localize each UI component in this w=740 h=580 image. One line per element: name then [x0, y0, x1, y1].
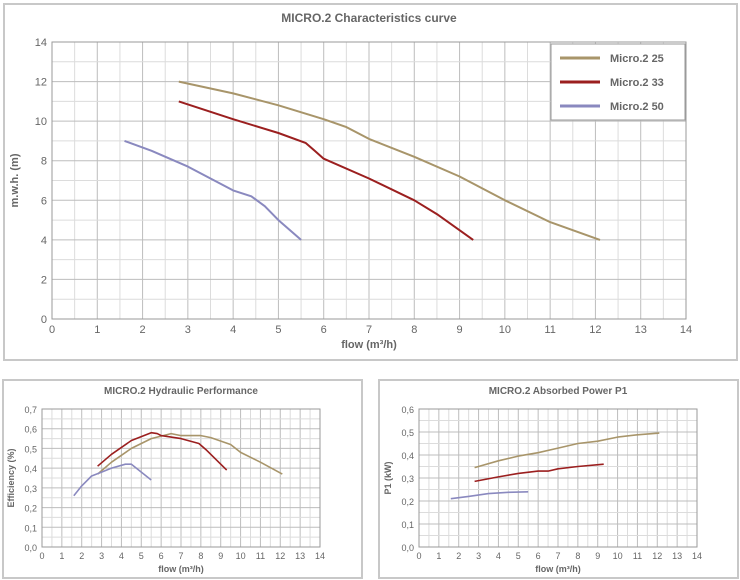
y-tick-label: 0,0 [24, 543, 37, 553]
y-axis-label: P1 (kW) [383, 461, 393, 494]
x-tick-label: 6 [159, 551, 164, 561]
x-tick-label: 14 [315, 551, 325, 561]
y-tick-label: 0,3 [24, 484, 37, 494]
x-tick-label: 4 [119, 551, 124, 561]
y-tick-label: 0,1 [24, 523, 37, 533]
y-tick-label: 2 [41, 274, 47, 286]
y-tick-label: 0,5 [24, 444, 37, 454]
x-tick-label: 3 [476, 551, 481, 561]
y-tick-label: 0,2 [24, 504, 37, 514]
x-tick-label: 9 [218, 551, 223, 561]
x-tick-label: 1 [436, 551, 441, 561]
x-tick-label: 10 [499, 324, 511, 336]
series-line-micro-2-25 [178, 80, 601, 241]
x-tick-label: 4 [230, 324, 236, 336]
x-tick-label: 5 [139, 551, 144, 561]
x-tick-label: 13 [295, 551, 305, 561]
x-tick-label: 2 [79, 551, 84, 561]
x-tick-label: 7 [178, 551, 183, 561]
y-tick-label: 0,5 [401, 428, 414, 438]
plot-area [418, 408, 698, 548]
y-axis-label: m.w.h. (m) [9, 153, 21, 207]
x-tick-label: 12 [652, 551, 662, 561]
x-tick-label: 2 [456, 551, 461, 561]
plot-area [51, 41, 687, 320]
y-tick-label: 0,2 [401, 497, 414, 507]
series-line-micro-2-33 [474, 463, 604, 483]
x-tick-label: 13 [672, 551, 682, 561]
y-tick-label: 4 [41, 235, 47, 247]
y-tick-label: 0 [41, 314, 47, 326]
y-tick-label: 8 [41, 156, 47, 168]
x-tick-label: 7 [366, 324, 372, 336]
x-tick-label: 2 [140, 324, 146, 336]
x-tick-label: 8 [198, 551, 203, 561]
x-tick-label: 3 [185, 324, 191, 336]
x-tick-label: 11 [256, 551, 265, 561]
legend-label: Micro.2 25 [610, 53, 664, 65]
series-line-micro-2-50 [124, 139, 302, 241]
y-tick-label: 0,4 [401, 451, 414, 461]
x-axis-label: flow (m³/h) [341, 339, 397, 351]
x-tick-label: 5 [516, 551, 521, 561]
x-tick-label: 0 [49, 324, 55, 336]
y-tick-label: 0,4 [24, 464, 37, 474]
x-tick-label: 6 [536, 551, 541, 561]
x-tick-label: 0 [416, 551, 421, 561]
y-tick-label: 14 [35, 37, 47, 49]
y-tick-label: 0,6 [24, 425, 37, 435]
chart-title: MICRO.2 Characteristics curve [281, 11, 457, 25]
x-axis-label: flow (m³/h) [158, 564, 204, 574]
y-tick-label: 0,6 [401, 405, 414, 415]
x-tick-label: 7 [555, 551, 560, 561]
x-tick-label: 6 [321, 324, 327, 336]
x-tick-label: 11 [633, 551, 642, 561]
x-tick-label: 9 [595, 551, 600, 561]
series-line-micro-2-33 [178, 100, 474, 241]
y-tick-label: 0,7 [24, 405, 37, 415]
x-tick-label: 10 [613, 551, 623, 561]
x-tick-label: 14 [680, 324, 692, 336]
y-tick-label: 0,0 [401, 543, 414, 553]
y-tick-label: 6 [41, 195, 47, 207]
y-tick-label: 0,3 [401, 474, 414, 484]
series-line-micro-2-33 [97, 431, 228, 471]
series-line-micro-2-25 [97, 432, 283, 475]
series-line-micro-2-50 [450, 491, 529, 500]
legend-label: Micro.2 50 [610, 101, 664, 113]
x-tick-label: 12 [589, 324, 601, 336]
x-tick-label: 14 [692, 551, 702, 561]
x-tick-label: 10 [236, 551, 246, 561]
x-axis-label: flow (m³/h) [535, 564, 581, 574]
x-tick-label: 11 [544, 324, 555, 336]
x-tick-label: 1 [94, 324, 100, 336]
y-tick-label: 10 [35, 116, 47, 128]
x-tick-label: 4 [496, 551, 501, 561]
chart-2: 0 1 2 3 4 5 6 7 8 9 10 11 12 13 140,00,10,20,30,40,50,… [383, 386, 702, 574]
x-tick-label: 1 [59, 551, 64, 561]
legend-label: Micro.2 33 [610, 77, 664, 89]
plot-area [41, 408, 321, 548]
legend: Micro.2 25 Micro.2 33 Micro.2 50 [550, 43, 686, 121]
y-axis-label: Efficiency (%) [6, 448, 16, 507]
series-line-micro-2-50 [73, 463, 152, 497]
x-tick-label: 0 [39, 551, 44, 561]
series-line-micro-2-25 [474, 432, 660, 469]
chart-title: MICRO.2 Absorbed Power P1 [489, 386, 628, 397]
x-tick-label: 9 [457, 324, 463, 336]
x-tick-label: 8 [411, 324, 417, 336]
chart-1: 0 1 2 3 4 5 6 7 8 9 10 11 12 13 140,00,10,20,30,40,50,… [6, 386, 325, 574]
x-tick-label: 5 [275, 324, 281, 336]
chart-title: MICRO.2 Hydraulic Performance [104, 386, 258, 397]
y-tick-label: 12 [35, 77, 47, 89]
x-tick-label: 13 [635, 324, 647, 336]
x-tick-label: 8 [575, 551, 580, 561]
x-tick-label: 12 [275, 551, 285, 561]
y-tick-label: 0,1 [401, 520, 414, 530]
x-tick-label: 3 [99, 551, 104, 561]
